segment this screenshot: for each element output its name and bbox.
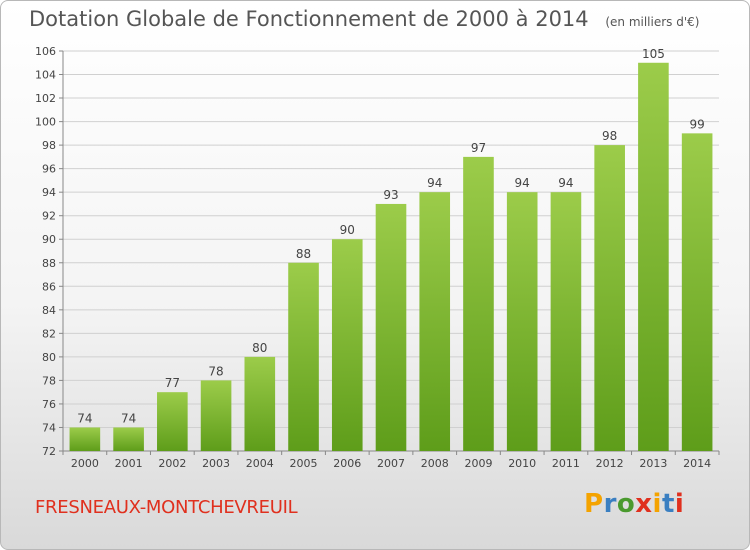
proxiti-logo: Proxiti [584, 489, 684, 519]
bar-2004 [244, 356, 276, 451]
logo-letter: o [616, 489, 636, 519]
y-tick-label: 96 [42, 163, 56, 176]
x-tick-label: 2001 [115, 457, 143, 470]
logo-letter: x [635, 489, 653, 519]
data-label-2013: 105 [642, 47, 665, 61]
x-tick-label: 2008 [421, 457, 449, 470]
y-tick-label: 86 [42, 280, 56, 293]
bar-2009 [463, 156, 494, 451]
data-label-2002: 77 [165, 376, 180, 390]
y-tick-label: 76 [42, 398, 56, 411]
x-tick-label: 2010 [508, 457, 536, 470]
x-tick-label: 2005 [290, 457, 318, 470]
chart-unit: (en milliers d'€) [605, 15, 700, 29]
bar-2005 [288, 262, 319, 451]
data-label-2011: 94 [558, 176, 573, 190]
bar-2003 [200, 380, 232, 451]
bars [69, 62, 713, 452]
commune-name: FRESNEAUX-MONTCHEVREUIL [35, 497, 298, 518]
bar-2012 [594, 145, 625, 451]
bar-chart: 72 74 76 78 80 82 84 86 88 90 92 94 96 98 100 102 104 106… [35, 45, 720, 470]
data-label-2012: 98 [602, 129, 617, 143]
x-tick-label: 2007 [377, 457, 405, 470]
y-tick-label: 92 [42, 210, 56, 223]
x-tick-label: 2009 [464, 457, 492, 470]
data-label-2001: 74 [121, 411, 136, 425]
chart-title-text: Dotation Globale de Fonctionnement de 20… [29, 7, 589, 31]
data-label-2007: 93 [383, 188, 398, 202]
bar-2010 [506, 192, 538, 452]
y-tick-label: 80 [42, 351, 56, 364]
x-tick-label: 2006 [333, 457, 361, 470]
y-tick-label: 84 [42, 304, 56, 317]
bar-2008 [419, 192, 451, 452]
bar-2014 [681, 133, 713, 451]
bar-2002 [157, 392, 188, 451]
y-tick-label: 102 [35, 92, 56, 105]
data-label-2004: 80 [252, 341, 267, 355]
logo-letter: t [661, 489, 675, 519]
y-tick-label: 72 [42, 445, 56, 458]
data-labels: 74 74 77 78 80 88 90 93 94 97 94 94 98 105 99 [77, 47, 705, 426]
logo-letter: P [584, 489, 604, 519]
data-label-2005: 88 [296, 247, 311, 261]
x-tick-label: 2014 [683, 457, 711, 470]
x-tick-label: 2013 [639, 457, 667, 470]
logo-letter: i [652, 489, 662, 519]
data-label-2003: 78 [208, 364, 223, 378]
x-tick-label: 2002 [158, 457, 186, 470]
y-tick-label: 98 [42, 139, 56, 152]
x-tick-label: 2000 [71, 457, 99, 470]
data-label-2009: 97 [471, 141, 486, 155]
bar-2000 [69, 427, 101, 451]
y-tick-label: 78 [42, 374, 56, 387]
data-label-2006: 90 [340, 223, 355, 237]
y-tick-label: 74 [42, 421, 56, 434]
chart-title: Dotation Globale de Fonctionnement de 20… [29, 7, 699, 31]
x-tick-label: 2003 [202, 457, 230, 470]
data-label-2008: 94 [427, 176, 442, 190]
data-label-2000: 74 [77, 411, 92, 425]
y-tick-label: 104 [35, 69, 56, 82]
y-tick-label: 90 [42, 233, 56, 246]
logo-letter: i [674, 489, 685, 519]
bar-2001 [113, 427, 144, 451]
y-tick-label: 88 [42, 257, 56, 270]
y-tick-label: 100 [35, 116, 56, 129]
data-label-2010: 94 [515, 176, 530, 190]
bar-2006 [331, 239, 363, 451]
y-tick-label: 82 [42, 327, 56, 340]
data-label-2014: 99 [689, 117, 704, 131]
x-tick-label: 2004 [246, 457, 274, 470]
bar-2007 [375, 203, 407, 451]
y-tick-label: 106 [35, 45, 56, 58]
y-tick-label: 94 [42, 186, 56, 199]
bar-2013 [638, 62, 669, 451]
bar-2011 [550, 192, 582, 452]
x-tick-label: 2011 [552, 457, 580, 470]
logo-letter: r [603, 489, 617, 519]
x-tick-label: 2012 [596, 457, 624, 470]
